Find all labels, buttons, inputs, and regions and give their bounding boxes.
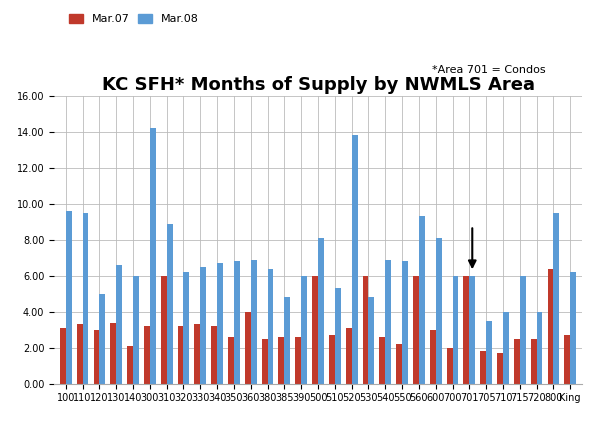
Bar — [362, 276, 368, 384]
Bar — [385, 259, 391, 384]
Bar — [60, 328, 66, 384]
Bar — [553, 213, 559, 384]
Bar — [301, 276, 307, 384]
Bar — [150, 128, 156, 384]
Bar — [77, 324, 83, 384]
Bar — [200, 267, 206, 384]
Bar — [127, 346, 133, 384]
Bar — [278, 337, 284, 384]
Bar — [469, 276, 475, 384]
Bar — [318, 238, 324, 384]
Bar — [262, 339, 268, 384]
Bar — [83, 213, 88, 384]
Bar — [548, 269, 553, 384]
Bar — [133, 276, 139, 384]
Bar — [419, 216, 425, 384]
Title: KC SFH* Months of Supply by NWMLS Area: KC SFH* Months of Supply by NWMLS Area — [101, 76, 535, 94]
Bar — [211, 326, 217, 384]
Bar — [396, 344, 402, 384]
Bar — [352, 136, 358, 384]
Bar — [116, 265, 122, 384]
Bar — [452, 276, 458, 384]
Bar — [446, 348, 452, 384]
Bar — [536, 312, 542, 384]
Bar — [480, 351, 486, 384]
Bar — [379, 337, 385, 384]
Bar — [486, 321, 492, 384]
Bar — [245, 312, 251, 384]
Bar — [531, 339, 536, 384]
Bar — [178, 326, 184, 384]
Bar — [228, 337, 234, 384]
Text: *Area 701 = Condos: *Area 701 = Condos — [432, 65, 545, 75]
Bar — [268, 269, 274, 384]
Bar — [284, 297, 290, 384]
Bar — [251, 259, 257, 384]
Bar — [520, 276, 526, 384]
Bar — [295, 337, 301, 384]
Bar — [161, 276, 167, 384]
Bar — [167, 224, 173, 384]
Bar — [194, 324, 200, 384]
Bar — [335, 288, 341, 384]
Bar — [66, 211, 71, 384]
Bar — [430, 330, 436, 384]
Bar — [565, 335, 570, 384]
Bar — [234, 261, 240, 384]
Bar — [503, 312, 509, 384]
Bar — [413, 276, 419, 384]
Bar — [100, 294, 105, 384]
Bar — [346, 328, 352, 384]
Bar — [436, 238, 442, 384]
Bar — [368, 297, 374, 384]
Bar — [570, 272, 576, 384]
Bar — [514, 339, 520, 384]
Bar — [184, 272, 190, 384]
Bar — [329, 335, 335, 384]
Bar — [94, 330, 100, 384]
Bar — [312, 276, 318, 384]
Bar — [497, 353, 503, 384]
Bar — [402, 261, 408, 384]
Bar — [110, 323, 116, 384]
Legend: Mar.07, Mar.08: Mar.07, Mar.08 — [65, 10, 203, 29]
Bar — [463, 276, 469, 384]
Bar — [144, 326, 150, 384]
Bar — [217, 263, 223, 384]
